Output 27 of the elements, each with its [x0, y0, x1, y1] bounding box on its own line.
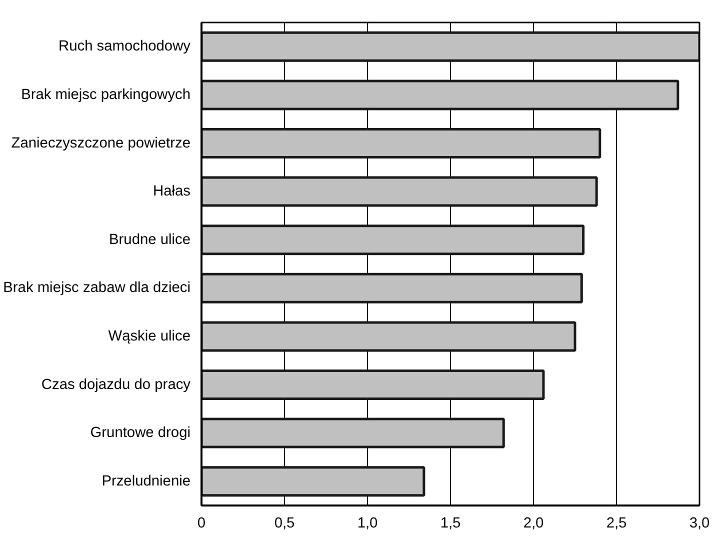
- y-tick-label: Brudne ulice: [109, 232, 191, 248]
- bar: [202, 369, 545, 400]
- y-tick-label: Gruntowe drogi: [90, 425, 191, 442]
- x-tick-label: 1,5: [440, 516, 461, 532]
- x-tick-label: 2,5: [606, 516, 627, 532]
- x-tick-label: 0: [197, 516, 206, 532]
- bar: [202, 31, 700, 62]
- y-tick-label: Brak miejsc zabaw dla dzieci: [3, 280, 191, 296]
- x-tick-label: 2,0: [523, 516, 544, 532]
- bar: [202, 466, 426, 497]
- bar: [202, 272, 583, 304]
- bar: [202, 128, 602, 159]
- y-tick-label: Przeludnienie: [102, 473, 190, 490]
- y-tick-label: Zanieczyszczone powietrze: [11, 135, 191, 152]
- bar: [202, 176, 598, 207]
- bar: [202, 80, 680, 110]
- x-tick-label: 0,5: [274, 516, 295, 532]
- x-tick-label: 3,0: [689, 516, 710, 532]
- bar: [202, 321, 576, 352]
- bar: [202, 418, 505, 448]
- bar: [202, 224, 585, 256]
- y-tick-label: Wąskie ulice: [108, 328, 191, 344]
- y-tick-label: Ruch samochodowy: [58, 38, 192, 55]
- y-tick-label: Hałas: [153, 184, 191, 200]
- y-tick-label: Brak miejsc parkingowych: [21, 86, 190, 103]
- x-tick-label: 1,0: [357, 516, 378, 532]
- y-tick-label: Czas dojazdu do pracy: [41, 376, 192, 393]
